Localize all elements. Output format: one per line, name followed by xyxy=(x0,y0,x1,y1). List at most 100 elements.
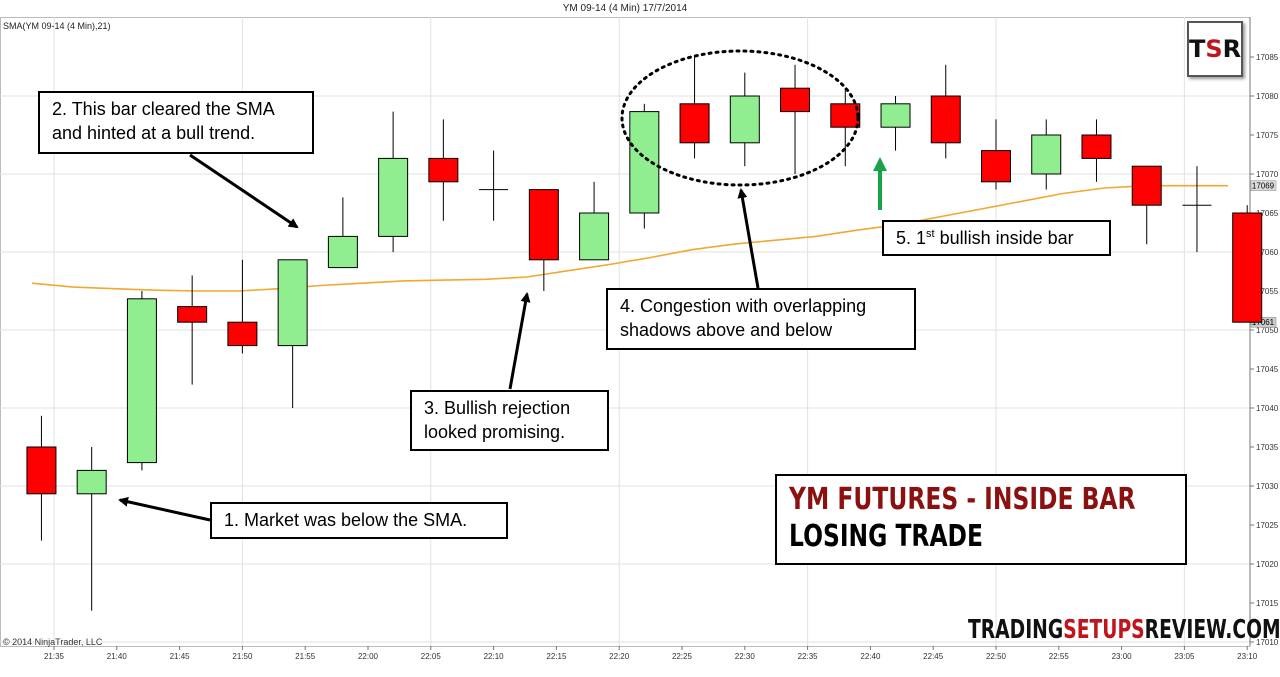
x-tick-label: 21:55 xyxy=(295,652,316,661)
candle xyxy=(1182,166,1212,252)
copyright-text: © 2014 NinjaTrader, LLC xyxy=(3,637,103,647)
x-tick-label: 23:10 xyxy=(1237,652,1258,661)
y-tick-label: 17080 xyxy=(1256,92,1279,101)
annotation-5-sup: st xyxy=(926,228,935,240)
x-tick-label: 22:35 xyxy=(798,652,819,661)
candle-body-bear xyxy=(780,87,811,113)
candle-body-bear xyxy=(830,103,861,128)
candle-body-bull xyxy=(378,157,409,237)
candle xyxy=(378,111,409,252)
candle-body-bear xyxy=(428,157,459,183)
candle-body-bear xyxy=(981,150,1011,183)
candle xyxy=(126,291,157,471)
candle xyxy=(177,275,208,385)
logo-letter-s: S xyxy=(1205,35,1223,63)
candle-body-bull xyxy=(126,298,157,464)
chart-axes: 17010 17015 17020 17025 17030 17035 17040 17045… xyxy=(44,17,1279,661)
candle-body-bear xyxy=(930,95,961,144)
candle-body-bull xyxy=(880,103,911,128)
annotation-arrows xyxy=(118,49,887,522)
annotation-arrow xyxy=(737,188,760,289)
price-label-text: 17069 xyxy=(1252,182,1275,191)
candle xyxy=(880,96,911,151)
y-tick-label: 17075 xyxy=(1256,131,1279,140)
x-tick-label: 22:45 xyxy=(923,652,944,661)
logo-letter-r: R xyxy=(1222,35,1242,63)
candle xyxy=(629,103,660,229)
candle-body-bull xyxy=(579,212,610,261)
y-tick-label: 17010 xyxy=(1256,638,1279,647)
annotation-5-pre: 5. 1 xyxy=(896,228,927,248)
candle-body-bear xyxy=(1131,165,1162,206)
price-label-box xyxy=(1250,180,1277,191)
candle xyxy=(780,64,811,174)
candle xyxy=(26,415,57,541)
candle-body-bear xyxy=(1232,212,1263,323)
x-tick-label: 21:50 xyxy=(232,652,253,661)
candle xyxy=(930,64,961,159)
annotation-4: 4. Congestion with overlapping shadows a… xyxy=(606,288,916,350)
x-tick-label: 22:40 xyxy=(860,652,881,661)
candle-body-bear xyxy=(227,321,258,347)
annotation-1-text: 1. Market was below the SMA. xyxy=(224,510,468,530)
candle-body-bear xyxy=(679,103,710,144)
y-tick-label: 17070 xyxy=(1256,170,1279,179)
x-tick-label: 21:40 xyxy=(107,652,128,661)
annotation-2: 2. This bar cleared the SMA and hinted a… xyxy=(38,91,314,154)
annotation-arrow xyxy=(189,153,299,229)
annotation-3: 3. Bullish rejection looked promising. xyxy=(410,390,609,451)
price-label-text: 17061 xyxy=(1252,318,1275,327)
y-tick-label: 17055 xyxy=(1256,287,1279,296)
y-tick-label: 17050 xyxy=(1256,326,1279,335)
chart-header-title: YM 09-14 (4 Min) 17/7/2014 xyxy=(562,3,688,14)
y-tick-label: 17015 xyxy=(1256,599,1279,608)
annotation-5-text: 5. 1st bullish inside bar xyxy=(896,226,1097,250)
y-tick-label: 17025 xyxy=(1256,521,1279,530)
title-line-2: LOSING TRADE xyxy=(789,519,983,554)
annotation-5-post: bullish inside bar xyxy=(934,228,1074,248)
x-tick-label: 22:20 xyxy=(609,652,630,661)
y-tick-label: 17020 xyxy=(1256,560,1279,569)
candle-body-bear xyxy=(26,446,57,495)
annotation-2-line-1: 2. This bar cleared the SMA xyxy=(52,99,275,119)
brand-part-2: SETUPS xyxy=(1063,615,1145,645)
candle xyxy=(830,88,861,167)
annotation-4-line-1: 4. Congestion with overlapping xyxy=(620,296,867,316)
candle xyxy=(579,181,610,261)
y-tick-label: 17085 xyxy=(1256,53,1279,62)
title-box: YM FUTURES - INSIDE BAR LOSING TRADE xyxy=(775,474,1187,565)
title-line-1: YM FUTURES - INSIDE BAR xyxy=(789,482,1136,517)
candle xyxy=(428,119,459,221)
candle xyxy=(1131,165,1162,245)
x-tick-label: 22:30 xyxy=(735,652,756,661)
sma-line xyxy=(31,184,1228,292)
y-tick-label: 17045 xyxy=(1256,365,1279,374)
y-tick-label: 17035 xyxy=(1256,443,1279,452)
brand-watermark: TRADINGSETUPSREVIEW.COM xyxy=(968,615,1280,645)
candle xyxy=(981,119,1011,190)
x-tick-label: 21:35 xyxy=(44,652,65,661)
x-tick-label: 23:00 xyxy=(1112,652,1133,661)
candle-body-bear xyxy=(528,189,559,261)
candle-body-bull xyxy=(629,111,660,214)
candle xyxy=(679,57,710,159)
candle xyxy=(327,197,358,269)
tsr-logo: TSR xyxy=(1187,21,1243,77)
annotation-5: 5. 1st bullish inside bar xyxy=(882,220,1111,256)
y-tick-label: 17030 xyxy=(1256,482,1279,491)
annotation-1: 1. Market was below the SMA. xyxy=(210,502,508,539)
x-tick-label: 22:10 xyxy=(484,652,505,661)
candle-body-bull xyxy=(76,469,107,495)
candle xyxy=(729,72,760,167)
candle-body-bull xyxy=(327,235,358,269)
logo-letter-t: T xyxy=(1189,35,1206,63)
x-tick-label: 22:55 xyxy=(1049,652,1070,661)
candle-body-bear xyxy=(177,306,208,323)
annotation-3-line-2: looked promising. xyxy=(424,422,566,442)
x-tick-label: 22:25 xyxy=(672,652,693,661)
candle xyxy=(1232,205,1263,323)
x-tick-label: 22:50 xyxy=(986,652,1007,661)
brand-part-3: REVIEW.COM xyxy=(1144,615,1280,645)
candle xyxy=(479,150,509,221)
